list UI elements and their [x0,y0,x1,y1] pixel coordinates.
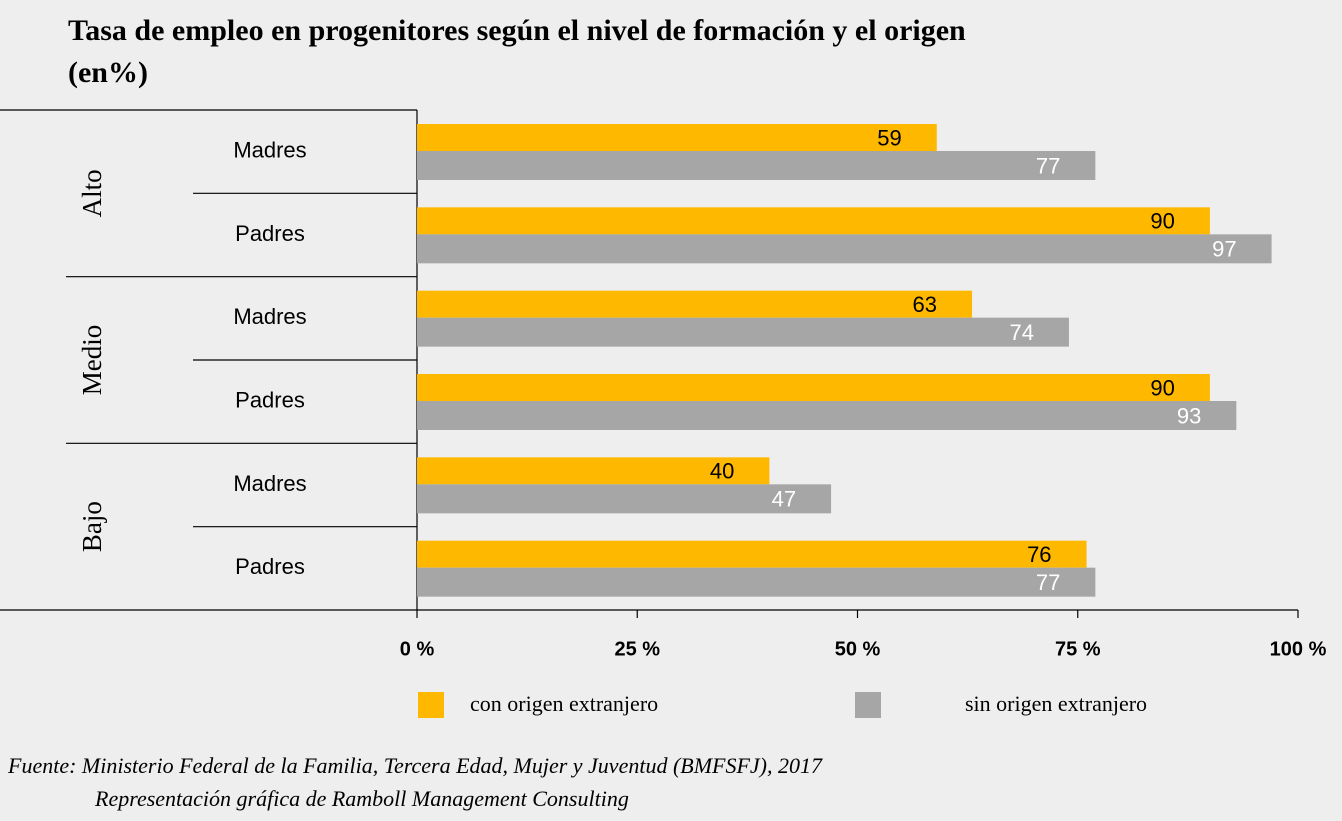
x-tick-label: 0 % [400,638,435,660]
y-tick-label: Madres [233,471,306,496]
bar [417,317,1069,347]
bar [417,401,1237,430]
x-tick-label: 25 % [614,638,660,660]
value-label: 97 [1212,237,1236,262]
value-label: 77 [1036,153,1060,178]
bar [417,540,1087,568]
value-label: 77 [1036,570,1060,595]
bar [417,374,1210,401]
x-tick-label: 50 % [835,638,881,660]
bar [417,457,770,485]
value-label: 90 [1150,375,1174,400]
y-tick-label: Padres [235,554,305,579]
legend-swatch [418,692,444,718]
group-label: Medio [77,325,107,396]
bar [417,567,1096,597]
source: Representación gráfica de Ramboll Manage… [94,786,629,811]
bar [417,207,1210,235]
value-label: 40 [710,459,734,484]
y-tick-label: Padres [235,221,305,246]
bar [417,290,973,318]
bar [417,151,1096,180]
bar [417,124,937,151]
legend-label: con origen extranjero [470,691,658,716]
y-tick-label: Madres [233,137,306,162]
bar [417,234,1272,264]
x-tick-label: 100 % [1270,638,1327,660]
value-label: 76 [1027,542,1051,567]
value-label: 47 [772,487,796,512]
value-label: 90 [1150,209,1174,234]
source: Fuente: Ministerio Federal de la Familia… [7,753,823,778]
legend-label: sin origen extranjero [965,691,1147,716]
group-label: Alto [77,169,107,217]
value-label: 63 [913,292,937,317]
y-tick-label: Padres [235,387,305,412]
legend-swatch [855,692,881,718]
value-label: 93 [1177,403,1201,428]
group-label: Bajo [77,501,107,552]
chart-title: Tasa de empleo en progenitores según el … [68,14,966,47]
value-label: 74 [1009,320,1033,345]
bar [417,484,832,514]
chart-subtitle: (en%) [68,56,148,89]
y-tick-label: Madres [233,304,306,329]
x-tick-label: 75 % [1055,638,1101,660]
value-label: 59 [877,125,901,150]
